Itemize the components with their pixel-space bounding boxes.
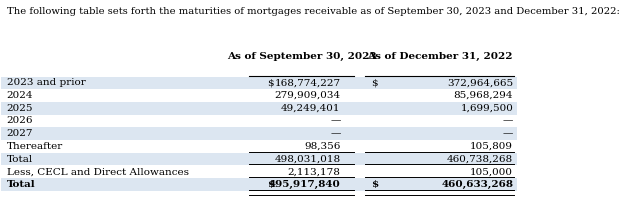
Bar <box>1 127 516 140</box>
Text: 168,774,227: 168,774,227 <box>275 78 340 87</box>
Text: The following table sets forth the maturities of mortgages receivable as of Sept: The following table sets forth the matur… <box>6 7 620 16</box>
Text: 2023 and prior: 2023 and prior <box>6 78 85 87</box>
Text: 105,000: 105,000 <box>470 167 513 176</box>
Text: 498,031,018: 498,031,018 <box>275 154 340 164</box>
Text: 105,809: 105,809 <box>470 142 513 151</box>
Text: 2027: 2027 <box>6 129 33 138</box>
Text: 2026: 2026 <box>6 116 33 126</box>
Text: Total: Total <box>6 154 33 164</box>
Text: 98,356: 98,356 <box>304 142 340 151</box>
Text: 2025: 2025 <box>6 104 33 113</box>
Text: 1,699,500: 1,699,500 <box>460 104 513 113</box>
Text: —: — <box>330 116 340 126</box>
Text: Thereafter: Thereafter <box>6 142 63 151</box>
Bar <box>1 102 516 115</box>
Text: As of September 30, 2023: As of September 30, 2023 <box>227 52 376 61</box>
Bar <box>1 178 516 191</box>
Text: —: — <box>503 116 513 126</box>
Text: —: — <box>503 129 513 138</box>
Text: Total: Total <box>6 180 35 189</box>
Text: 2024: 2024 <box>6 91 33 100</box>
Bar <box>1 77 516 89</box>
Text: $: $ <box>267 78 273 87</box>
Text: $: $ <box>267 180 274 189</box>
Text: As of December 31, 2022: As of December 31, 2022 <box>367 52 512 61</box>
Text: 460,738,268: 460,738,268 <box>447 154 513 164</box>
Text: —: — <box>330 129 340 138</box>
Bar <box>1 153 516 165</box>
Text: 49,249,401: 49,249,401 <box>281 104 340 113</box>
Text: Less, CECL and Direct Allowances: Less, CECL and Direct Allowances <box>6 167 189 176</box>
Text: $: $ <box>371 78 378 87</box>
Text: $: $ <box>371 180 379 189</box>
Text: 372,964,665: 372,964,665 <box>447 78 513 87</box>
Text: 2,113,178: 2,113,178 <box>287 167 340 176</box>
Text: 85,968,294: 85,968,294 <box>454 91 513 100</box>
Text: 460,633,268: 460,633,268 <box>441 180 513 189</box>
Text: 495,917,840: 495,917,840 <box>269 180 340 189</box>
Text: 279,909,034: 279,909,034 <box>275 91 340 100</box>
